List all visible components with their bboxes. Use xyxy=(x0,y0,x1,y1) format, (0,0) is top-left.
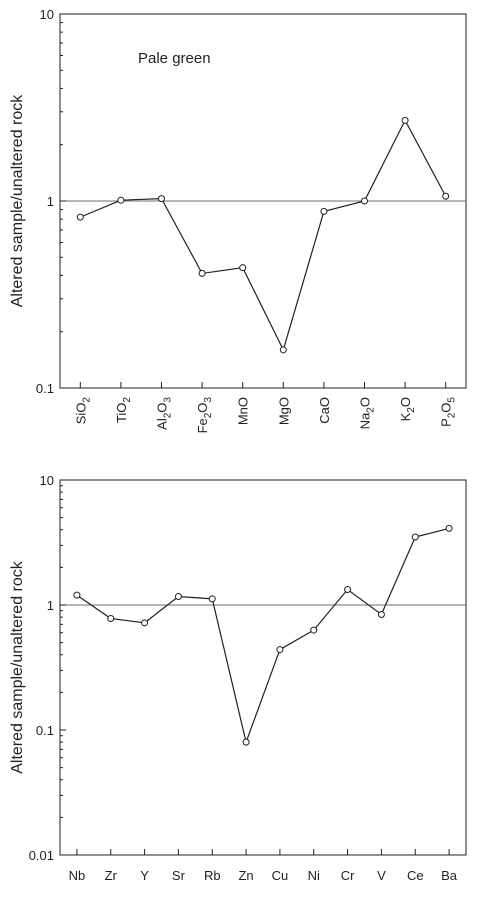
data-point xyxy=(279,346,287,354)
data-point xyxy=(239,264,247,272)
xtick-label: Sr xyxy=(172,868,186,883)
xtick-label: Ce xyxy=(407,868,424,883)
y-axis-label: Altered sample/unaltered rock xyxy=(9,94,26,308)
data-point xyxy=(73,591,81,599)
xtick-label: P2O5 xyxy=(439,397,458,427)
xtick-label: Ni xyxy=(308,868,320,883)
xtick-label: Rb xyxy=(204,868,221,883)
xtick-label: Ba xyxy=(441,868,458,883)
plot-frame xyxy=(59,479,467,856)
xtick-label: CaO xyxy=(317,397,332,424)
data-point xyxy=(276,646,284,654)
xtick-label: MnO xyxy=(236,397,251,425)
data-point xyxy=(76,213,84,221)
xtick-label: Zn xyxy=(238,868,253,883)
data-point xyxy=(445,524,453,532)
data-point xyxy=(158,195,165,203)
data-point xyxy=(117,196,125,204)
data-point xyxy=(310,626,318,634)
y-axis-label: Altered sample/unaltered rock xyxy=(9,560,26,774)
xtick-label: Al2O3 xyxy=(155,397,174,430)
series-line xyxy=(80,119,447,352)
xtick-label: V xyxy=(377,868,386,883)
chart-2: 0.01 0.1 1 10 Altered sample/unaltered rock N… xyxy=(9,473,467,883)
xtick-label: TiO2 xyxy=(114,397,133,423)
data-point xyxy=(198,269,206,277)
xtick-label: Zr xyxy=(105,868,118,883)
ytick-label: 0.01 xyxy=(29,848,54,863)
data-point xyxy=(107,614,115,622)
data-point xyxy=(344,586,352,594)
xtick-label: MgO xyxy=(276,397,291,425)
data-point xyxy=(141,619,149,627)
xtick-label: Y xyxy=(140,868,149,883)
series-line xyxy=(76,527,450,745)
data-point xyxy=(361,197,368,205)
data-point xyxy=(242,738,250,746)
xtick-label: Cr xyxy=(341,868,355,883)
ytick-label: 1 xyxy=(47,194,54,209)
ytick-label: 1 xyxy=(47,598,54,613)
data-point xyxy=(442,192,450,200)
data-point xyxy=(174,592,182,600)
chart-annotation: Pale green xyxy=(138,50,211,67)
ytick-label: 10 xyxy=(40,473,54,488)
xtick-label: Na2O xyxy=(358,397,377,429)
xtick-label: SiO2 xyxy=(73,397,92,425)
data-point xyxy=(401,116,409,124)
ytick-label: 10 xyxy=(40,7,54,22)
xtick-label: Cu xyxy=(272,868,289,883)
data-point xyxy=(377,610,385,618)
data-point xyxy=(320,207,328,215)
chart-1: 0.1 1 10 Altered sample/unaltered rock SiO2 T… xyxy=(9,7,467,434)
xtick-label: Nb xyxy=(69,868,86,883)
data-point xyxy=(411,533,419,541)
xtick-label: Fe2O3 xyxy=(195,397,214,434)
data-point xyxy=(208,595,216,603)
xtick-label: K2O xyxy=(398,397,417,421)
ytick-label: 0.1 xyxy=(36,381,54,396)
ytick-label: 0.1 xyxy=(36,723,54,738)
